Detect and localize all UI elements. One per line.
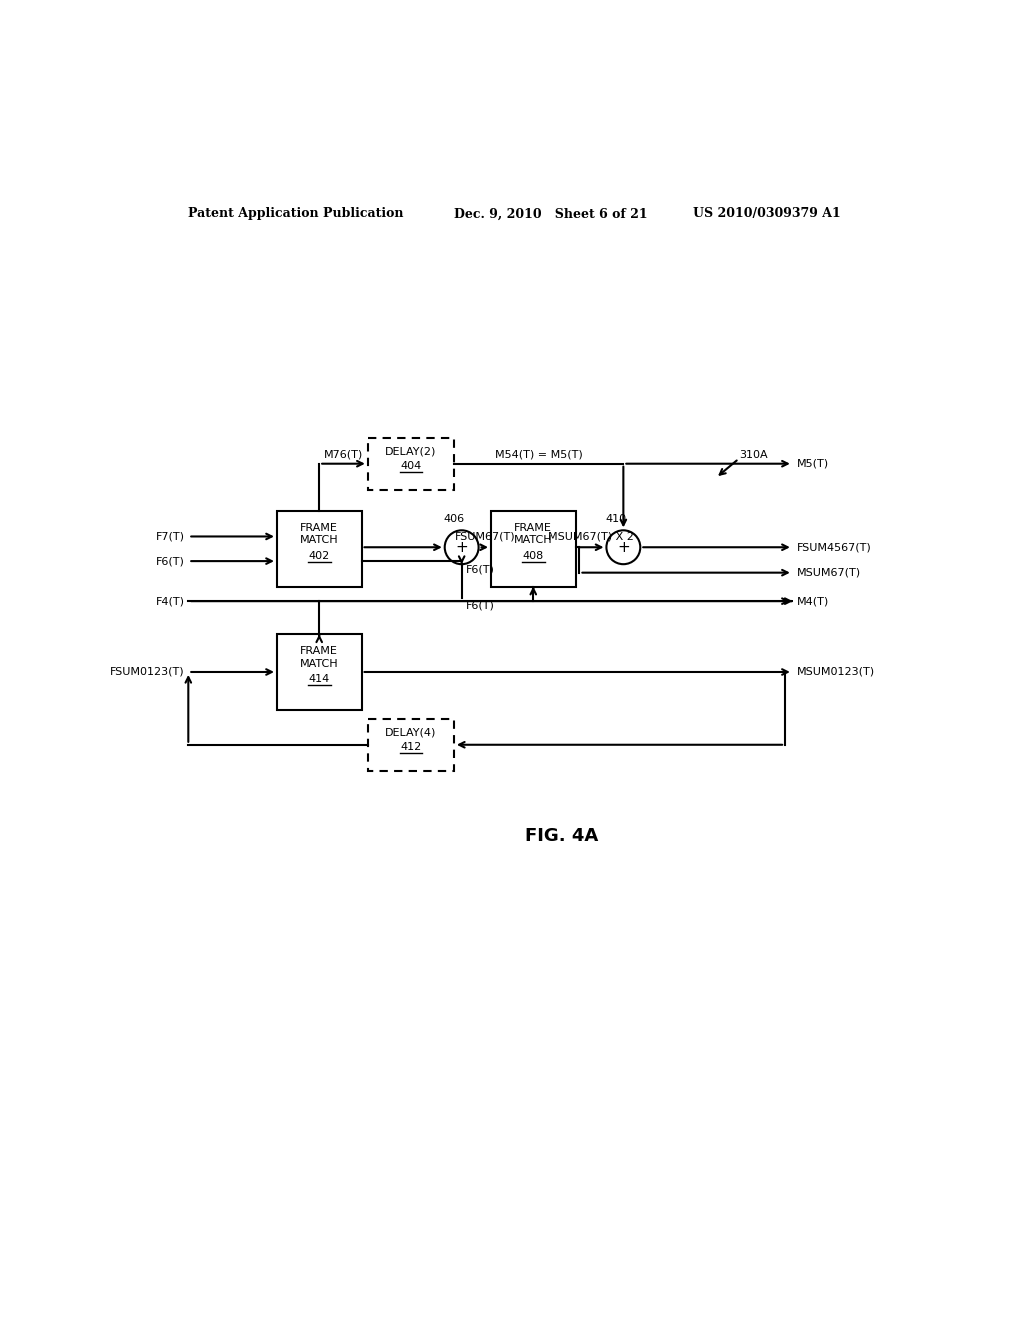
- Text: FSUM0123(T): FSUM0123(T): [110, 667, 184, 677]
- Text: Patent Application Publication: Patent Application Publication: [188, 207, 403, 220]
- Bar: [368, 438, 454, 490]
- Text: F6(T): F6(T): [156, 556, 184, 566]
- Text: MSUM67(T) X 2: MSUM67(T) X 2: [548, 531, 634, 541]
- Text: FRAME: FRAME: [300, 523, 338, 533]
- Text: FIG. 4A: FIG. 4A: [525, 828, 598, 845]
- Text: M5(T): M5(T): [797, 459, 828, 469]
- Text: MSUM0123(T): MSUM0123(T): [797, 667, 874, 677]
- Bar: [276, 511, 361, 586]
- Text: MATCH: MATCH: [300, 536, 339, 545]
- Text: M54(T) = M5(T): M54(T) = M5(T): [495, 449, 583, 459]
- Text: 310A: 310A: [739, 450, 767, 459]
- Text: 402: 402: [308, 550, 330, 561]
- Text: F6(T): F6(T): [466, 601, 495, 610]
- Text: 414: 414: [308, 675, 330, 684]
- Text: DELAY(4): DELAY(4): [385, 727, 436, 738]
- Text: F6(T): F6(T): [466, 565, 495, 576]
- Text: 404: 404: [400, 461, 422, 471]
- Text: +: +: [456, 540, 468, 554]
- Text: +: +: [617, 540, 630, 554]
- Text: 412: 412: [400, 742, 422, 751]
- Text: MSUM67(T): MSUM67(T): [797, 568, 861, 578]
- Text: MATCH: MATCH: [300, 659, 339, 668]
- Text: 406: 406: [443, 515, 465, 524]
- Text: F7(T): F7(T): [156, 532, 184, 541]
- Text: Dec. 9, 2010   Sheet 6 of 21: Dec. 9, 2010 Sheet 6 of 21: [454, 207, 647, 220]
- Bar: [276, 635, 361, 710]
- Text: M76(T): M76(T): [324, 449, 364, 459]
- Text: DELAY(2): DELAY(2): [385, 446, 436, 457]
- Text: US 2010/0309379 A1: US 2010/0309379 A1: [692, 207, 841, 220]
- Text: FRAME: FRAME: [514, 523, 552, 533]
- Text: M4(T): M4(T): [797, 597, 828, 606]
- Text: 408: 408: [522, 550, 544, 561]
- Text: FRAME: FRAME: [300, 647, 338, 656]
- Text: MATCH: MATCH: [514, 536, 553, 545]
- Bar: [490, 511, 575, 586]
- Text: FSUM4567(T): FSUM4567(T): [797, 543, 871, 552]
- Text: F4(T): F4(T): [156, 597, 184, 606]
- Bar: [368, 719, 454, 771]
- Text: FSUM67(T): FSUM67(T): [455, 531, 515, 541]
- Text: 410: 410: [605, 515, 627, 524]
